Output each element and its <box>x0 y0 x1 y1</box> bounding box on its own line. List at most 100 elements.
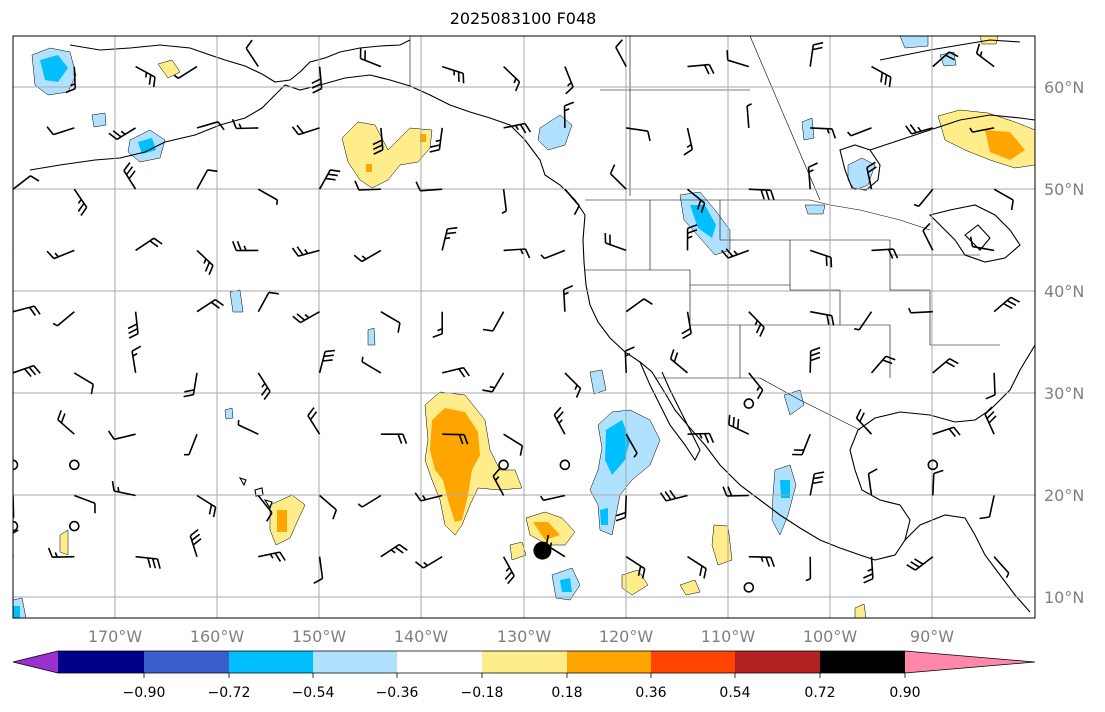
wind-barb <box>353 249 382 263</box>
wind-barb <box>380 433 408 444</box>
wind-barb <box>189 528 202 557</box>
wind-barb <box>659 489 688 502</box>
lon-label: 110°W <box>701 627 756 646</box>
wind-barb <box>748 311 765 337</box>
wind-barb <box>13 305 41 316</box>
colorbar: −0.90 −0.72 −0.54 −0.36 −0.18 0.18 0.36 … <box>12 650 1036 701</box>
wind-barb <box>562 284 574 312</box>
wind-barb <box>681 311 692 340</box>
wind-barb <box>46 249 75 260</box>
wind-barb <box>969 127 995 133</box>
wind-barb <box>563 101 575 128</box>
wind-barb <box>932 469 944 496</box>
wind-barb <box>564 188 581 215</box>
wind-barb <box>184 433 198 456</box>
wind-barb <box>237 419 259 435</box>
wind-barb <box>726 50 750 68</box>
wind-barb <box>687 556 707 579</box>
wind-barb <box>13 364 41 378</box>
colorbar-extend-high <box>905 651 1035 673</box>
wind-barb <box>196 249 214 276</box>
wind-barb <box>127 311 139 339</box>
wind-barb <box>432 311 443 338</box>
wind-barb <box>13 66 14 68</box>
colorbar-swatch <box>58 651 144 673</box>
calm-circle <box>13 459 19 471</box>
wind-barb <box>609 164 627 190</box>
wind-barb <box>993 556 1010 578</box>
wind-barb <box>74 494 96 514</box>
wind-barb <box>871 65 892 88</box>
wind-barb <box>805 556 812 582</box>
wind-barb <box>687 432 715 444</box>
wind-barb <box>686 188 706 213</box>
wind-barb <box>183 372 198 398</box>
map-title: 2025083100 F048 <box>449 9 597 28</box>
wind-barb <box>855 408 873 435</box>
wind-barb <box>257 291 279 313</box>
wind-barb <box>13 126 14 128</box>
wind-barb <box>73 188 88 216</box>
calm-circle <box>743 398 755 409</box>
wind-barb <box>809 471 825 496</box>
wind-barb <box>913 188 934 207</box>
wind-barb <box>625 298 653 313</box>
wind-barb <box>722 486 749 497</box>
wind-barb <box>985 372 996 400</box>
calm-circle <box>927 459 939 471</box>
wind-barb <box>792 433 811 456</box>
wind-barb <box>863 556 874 584</box>
colorbar-tick-label: 0.36 <box>635 685 666 701</box>
wind-barb <box>111 480 136 497</box>
wind-barbs <box>13 39 1020 585</box>
wind-barb <box>746 103 752 128</box>
calm-circle <box>69 459 80 471</box>
wind-barb <box>196 494 217 518</box>
wind-barb <box>866 161 877 190</box>
colorbar-tick-label: −0.54 <box>292 685 335 701</box>
wind-barb <box>669 349 689 374</box>
wind-barb <box>13 495 15 519</box>
calm-circle <box>559 459 571 471</box>
wind-barb <box>625 556 646 579</box>
wind-barb <box>361 356 382 374</box>
colorbar-tick-label: −0.90 <box>123 685 166 701</box>
wind-barb <box>13 529 19 557</box>
wind-barb <box>870 355 896 374</box>
wind-barb <box>258 551 286 562</box>
storm-center-marker <box>533 541 552 560</box>
wind-barb <box>871 248 899 259</box>
colorbar-swatch <box>144 651 229 673</box>
wind-barb <box>196 169 218 190</box>
wind-barb <box>615 495 627 522</box>
wind-barb <box>906 556 934 571</box>
colorbar-swatch <box>482 651 567 673</box>
graticule <box>13 36 1035 618</box>
wind-barb <box>196 121 225 131</box>
wind-barb <box>810 127 837 139</box>
wind-barb <box>922 222 934 251</box>
wind-barb <box>932 358 959 374</box>
wind-barb <box>908 307 933 314</box>
wind-barb <box>359 48 382 68</box>
wind-barb <box>501 189 508 215</box>
colorbar-swatch <box>397 651 482 673</box>
wind-barb <box>135 237 163 252</box>
lon-label: 130°W <box>497 627 552 646</box>
colorbar-tick-label: −0.18 <box>461 685 504 701</box>
lat-label: 30°N <box>1044 384 1084 403</box>
wind-barb <box>809 41 824 67</box>
wind-barb <box>414 492 443 502</box>
wind-barb <box>307 407 321 435</box>
political-borders <box>409 36 1000 431</box>
wind-barb <box>196 298 224 313</box>
wind-barb <box>231 240 259 252</box>
wind-barb <box>748 372 764 400</box>
wind-barb <box>257 372 271 400</box>
wind-barb <box>52 311 75 327</box>
wind-barb <box>482 311 505 332</box>
wind-barb <box>993 296 1020 313</box>
wind-barb <box>720 248 750 259</box>
wind-barb <box>604 232 627 252</box>
wind-barb <box>354 180 381 191</box>
